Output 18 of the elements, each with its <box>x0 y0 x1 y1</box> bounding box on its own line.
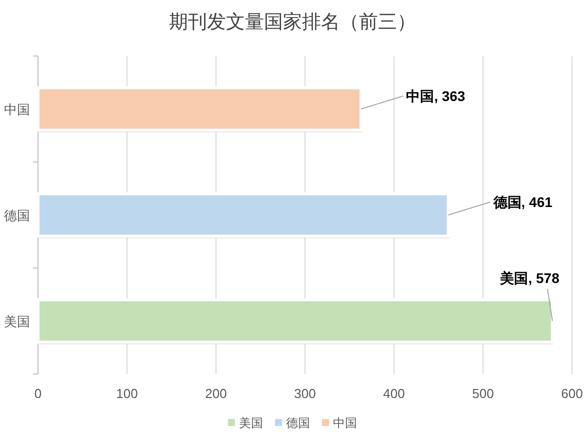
chart-title: 期刊发文量国家排名（前三） <box>169 11 416 33</box>
x-tick-label: 0 <box>34 386 42 401</box>
legend-label: 德国 <box>286 416 310 430</box>
data-label: 中国, 363 <box>406 88 466 104</box>
x-tick-label: 400 <box>383 386 405 401</box>
data-label: 德国, 461 <box>492 194 553 210</box>
y-tick-label: 美国 <box>4 314 30 329</box>
y-tick-label: 中国 <box>4 102 30 117</box>
x-tick-label: 500 <box>472 386 494 401</box>
y-tick-label: 德国 <box>4 208 30 223</box>
data-label: 美国, 578 <box>499 270 560 286</box>
legend-label: 美国 <box>239 416 263 430</box>
x-tick-label: 100 <box>116 386 138 401</box>
x-tick-label: 200 <box>205 386 227 401</box>
legend-label: 中国 <box>333 416 357 430</box>
x-tick-label: 300 <box>294 386 316 401</box>
legend: 美国 德国 中国 <box>228 416 357 430</box>
x-tick-label: 600 <box>561 386 583 401</box>
